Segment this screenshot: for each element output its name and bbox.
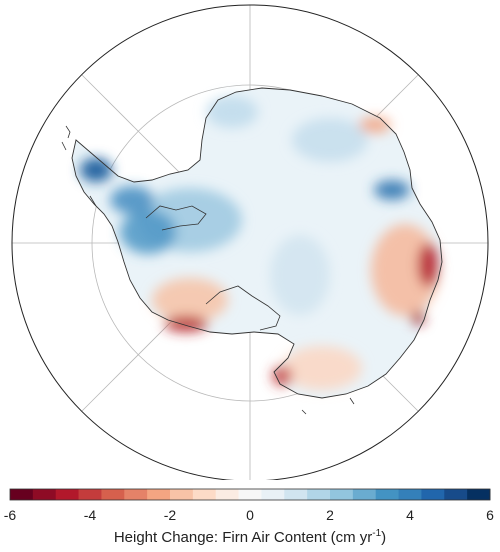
colorbar-block <box>375 489 399 500</box>
anomaly-marie-byrd-blue <box>120 210 176 254</box>
peninsula-islands <box>61 125 97 207</box>
colorbar-block <box>261 489 285 500</box>
colorbar-block <box>352 489 377 500</box>
ice-sheet-base <box>72 88 442 398</box>
anomaly-north-coast-blue <box>206 96 258 128</box>
colorbar-tick-label: 0 <box>246 507 254 523</box>
colorbar-tick-label: 4 <box>406 507 414 523</box>
coastline <box>71 87 443 399</box>
colorbar-tick-label: -4 <box>84 507 97 523</box>
ross-grounding-line <box>205 285 281 331</box>
colorbar-block <box>444 489 468 500</box>
colorbar-block <box>330 489 354 500</box>
colorbar-block <box>124 489 148 500</box>
colorbar-block <box>238 489 262 500</box>
colorbar-block <box>284 489 308 500</box>
anomaly-east-interior-blue <box>270 235 330 315</box>
colorbar-title: Height Change: Firn Air Content (cm yr-1… <box>0 528 500 546</box>
anomaly-ronne-blue <box>110 186 154 214</box>
antarctica-map <box>11 4 489 480</box>
colorbar-block <box>467 489 491 500</box>
ronne-grounding-line <box>145 205 207 231</box>
colorbar-title-main: Height Change: Firn Air Content (cm yr <box>113 529 373 546</box>
anomaly-victoria-red <box>272 366 292 386</box>
east-coast-islands <box>301 397 355 415</box>
colorbar-tick-label: -2 <box>164 507 177 523</box>
colorbar-ticks: -6 -4 -2 0 2 4 6 <box>4 507 494 523</box>
colorbar-block <box>32 489 57 500</box>
anomaly-amery-blue <box>374 180 410 200</box>
colorbar-block <box>10 489 34 500</box>
colorbar-tick-label: 2 <box>326 507 334 523</box>
colorbar-block <box>307 489 331 500</box>
anomaly-peninsula-blue <box>80 158 112 182</box>
colorbar-tick-label: -6 <box>4 507 17 523</box>
colorbar-blocks <box>10 489 491 500</box>
colorbar-block <box>170 489 194 500</box>
anomaly-south-red <box>282 346 362 390</box>
anomaly-dml-blue <box>292 118 368 162</box>
colorbar-block <box>147 489 171 500</box>
colorbar-frame <box>9 488 491 501</box>
colorbar-tick-label: 6 <box>486 507 494 523</box>
colorbar-block <box>215 489 239 500</box>
anomaly-coastal-red <box>411 311 425 325</box>
anomaly-enderby-red <box>359 117 391 133</box>
colorbar-block <box>101 489 125 500</box>
colorbar-title-close: ) <box>381 529 387 546</box>
colorbar: -6 -4 -2 0 2 4 6 <box>4 488 494 523</box>
colorbar-block <box>421 489 445 500</box>
colorbar-title-exponent: -1 <box>372 528 382 539</box>
anomaly-east-red <box>371 224 439 316</box>
colorbar-block <box>78 489 102 500</box>
colorbar-block <box>55 489 79 500</box>
colorbar-block <box>398 489 422 500</box>
anomaly-wilkes-red <box>418 243 438 287</box>
ice-sheet <box>61 87 443 415</box>
anomaly-ross-red <box>152 278 228 322</box>
colorbar-block <box>192 489 217 500</box>
globe-boundary <box>11 4 489 480</box>
anomaly-field <box>80 96 439 390</box>
